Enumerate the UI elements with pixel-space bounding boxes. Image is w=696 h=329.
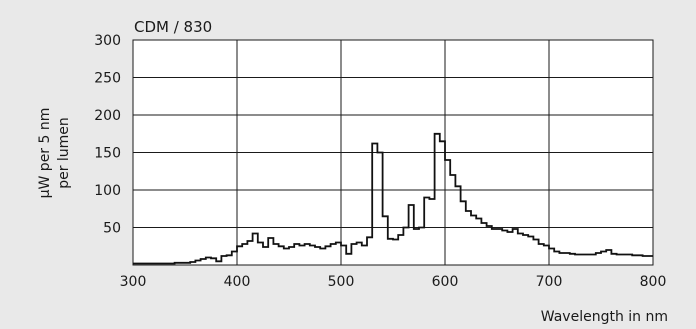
y-tick-label: 50 bbox=[103, 221, 121, 237]
x-tick-label: 300 bbox=[120, 274, 147, 290]
spectrum-series-line bbox=[133, 132, 653, 265]
y-tick-label: 200 bbox=[94, 108, 121, 124]
y-axis-label-line2: per lumen bbox=[56, 117, 72, 189]
y-tick-label: 150 bbox=[94, 146, 121, 162]
axis-ticks: 300 400 500 600 700 800 50 100 150 200 250 300 bbox=[94, 33, 666, 290]
chart-title: CDM / 830 bbox=[134, 18, 212, 36]
x-tick-label: 500 bbox=[328, 274, 355, 290]
y-tick-label: 300 bbox=[94, 33, 121, 49]
x-tick-label: 600 bbox=[432, 274, 459, 290]
y-axis-label-line1: μW per 5 nm bbox=[37, 108, 53, 199]
grid-lines bbox=[133, 40, 653, 265]
x-tick-label: 800 bbox=[640, 274, 667, 290]
x-axis-label: Wavelength in nm bbox=[541, 309, 668, 325]
x-tick-label: 400 bbox=[224, 274, 251, 290]
y-tick-label: 250 bbox=[94, 71, 121, 87]
x-tick-label: 700 bbox=[536, 274, 563, 290]
y-tick-label: 100 bbox=[94, 183, 121, 199]
